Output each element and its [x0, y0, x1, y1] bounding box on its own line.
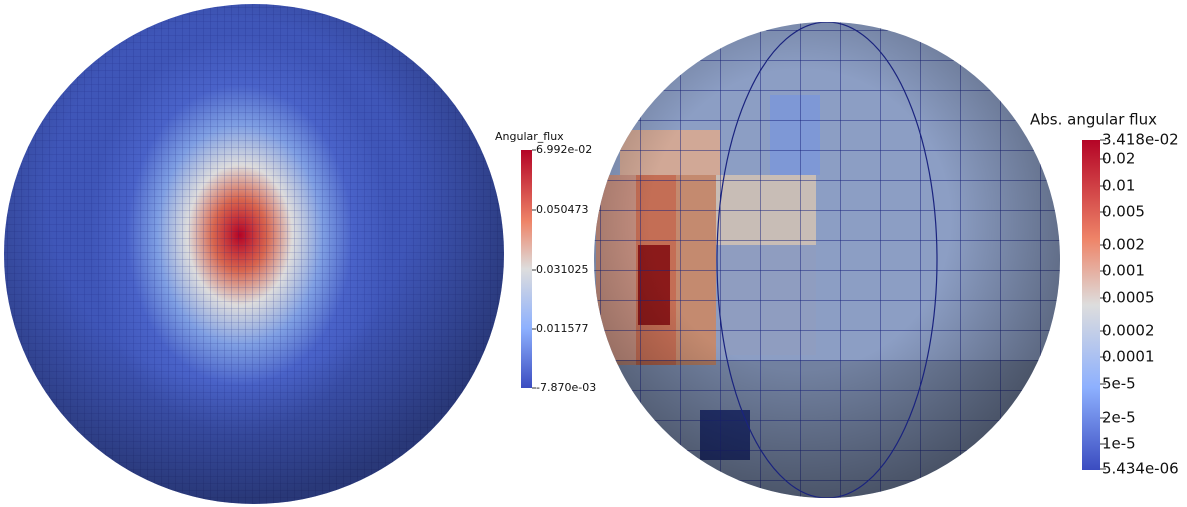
right-sphere	[594, 22, 1060, 498]
right-colorbar: Abs. angular flux	[1030, 111, 1157, 470]
colorbar-label: 5e-5	[1102, 375, 1136, 393]
colorbar-label: 1e-5	[1102, 435, 1136, 453]
colorbar-label: 0.01	[1102, 177, 1135, 195]
colorbar-label: 0.031025	[536, 263, 589, 276]
colorbar-label: -7.870e-03	[536, 381, 596, 394]
colorbar-title: Abs. angular flux	[1030, 111, 1157, 129]
left-sphere	[4, 4, 504, 504]
colorbar-label: 5.434e-06	[1102, 460, 1179, 478]
colorbar-label: 2e-5	[1102, 409, 1136, 427]
colorbar-label: 0.0001	[1102, 348, 1155, 366]
colorbar-label: 3.418e-02	[1102, 131, 1179, 149]
colorbar	[1082, 140, 1100, 470]
colorbar-label: 0.002	[1102, 236, 1145, 254]
colorbar	[521, 150, 532, 388]
colorbar-label: 0.001	[1102, 262, 1145, 280]
colorbar-label: 0.011577	[536, 322, 589, 335]
colorbar-label: 0.0002	[1102, 322, 1155, 340]
colorbar-label: 0.0005	[1102, 289, 1155, 307]
colorbar-label: 0.050473	[536, 203, 589, 216]
colorbar-label: 0.005	[1102, 203, 1145, 221]
left-colorbar: Angular_flux	[495, 130, 564, 388]
colorbar-label: 6.992e-02	[536, 143, 592, 156]
colorbar-label: 0.02	[1102, 150, 1135, 168]
colorbar-title: Angular_flux	[495, 130, 564, 143]
